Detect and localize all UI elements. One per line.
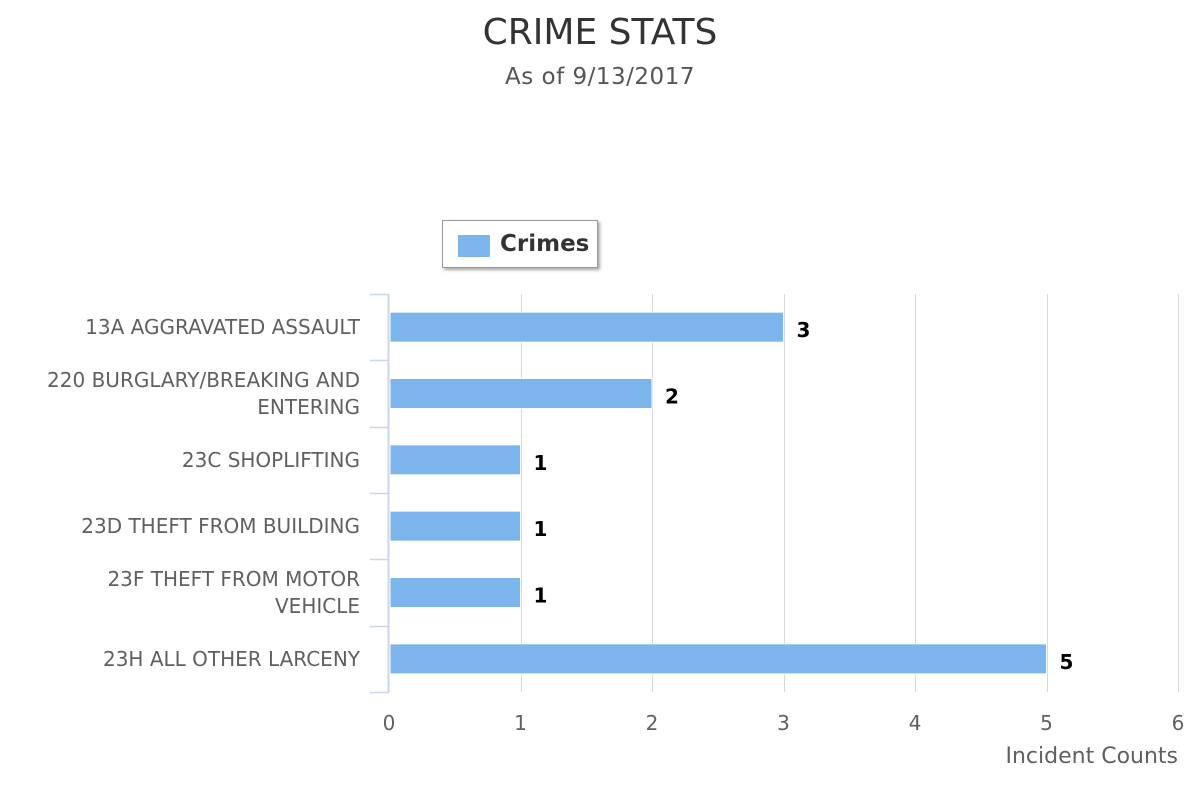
bar: [389, 510, 521, 542]
category-label: 23D THEFT FROM BUILDING: [81, 514, 360, 538]
category-label: 220 BURGLARY/BREAKING AND ENTERING: [47, 368, 360, 419]
x-tick-label: 6: [1172, 711, 1185, 735]
category-label: 13A AGGRAVATED ASSAULT: [85, 315, 361, 339]
category-label: 23C SHOPLIFTING: [182, 448, 360, 472]
chart-title: CRIME STATS: [482, 12, 718, 53]
legend-label: Crimes: [500, 231, 590, 257]
x-tick-label: 4: [909, 711, 922, 735]
bar: [389, 378, 653, 409]
data-label: 2: [665, 385, 679, 409]
x-tick-label: 5: [1040, 711, 1053, 735]
data-label: 1: [534, 584, 548, 608]
chart-subtitle: As of 9/13/2017: [505, 64, 695, 90]
data-label: 1: [534, 451, 548, 475]
data-label: 5: [1060, 650, 1074, 674]
legend[interactable]: Crimes: [442, 220, 598, 268]
bar: [389, 311, 784, 343]
bar: [389, 643, 1047, 675]
category-label: 23F THEFT FROM MOTOR VEHICLE: [107, 567, 360, 618]
x-tick-label: 1: [514, 711, 527, 735]
x-tick-label: 2: [646, 711, 659, 735]
legend-swatch: [458, 235, 490, 257]
data-label: 3: [797, 318, 811, 342]
bar: [389, 444, 521, 476]
x-tick-label: 3: [777, 711, 790, 735]
bar: [389, 577, 521, 608]
x-axis-title: Incident Counts: [1005, 744, 1179, 769]
category-label: 23H ALL OTHER LARCENY: [103, 647, 361, 671]
x-tick-label: 0: [383, 711, 396, 735]
data-label: 1: [534, 517, 548, 541]
